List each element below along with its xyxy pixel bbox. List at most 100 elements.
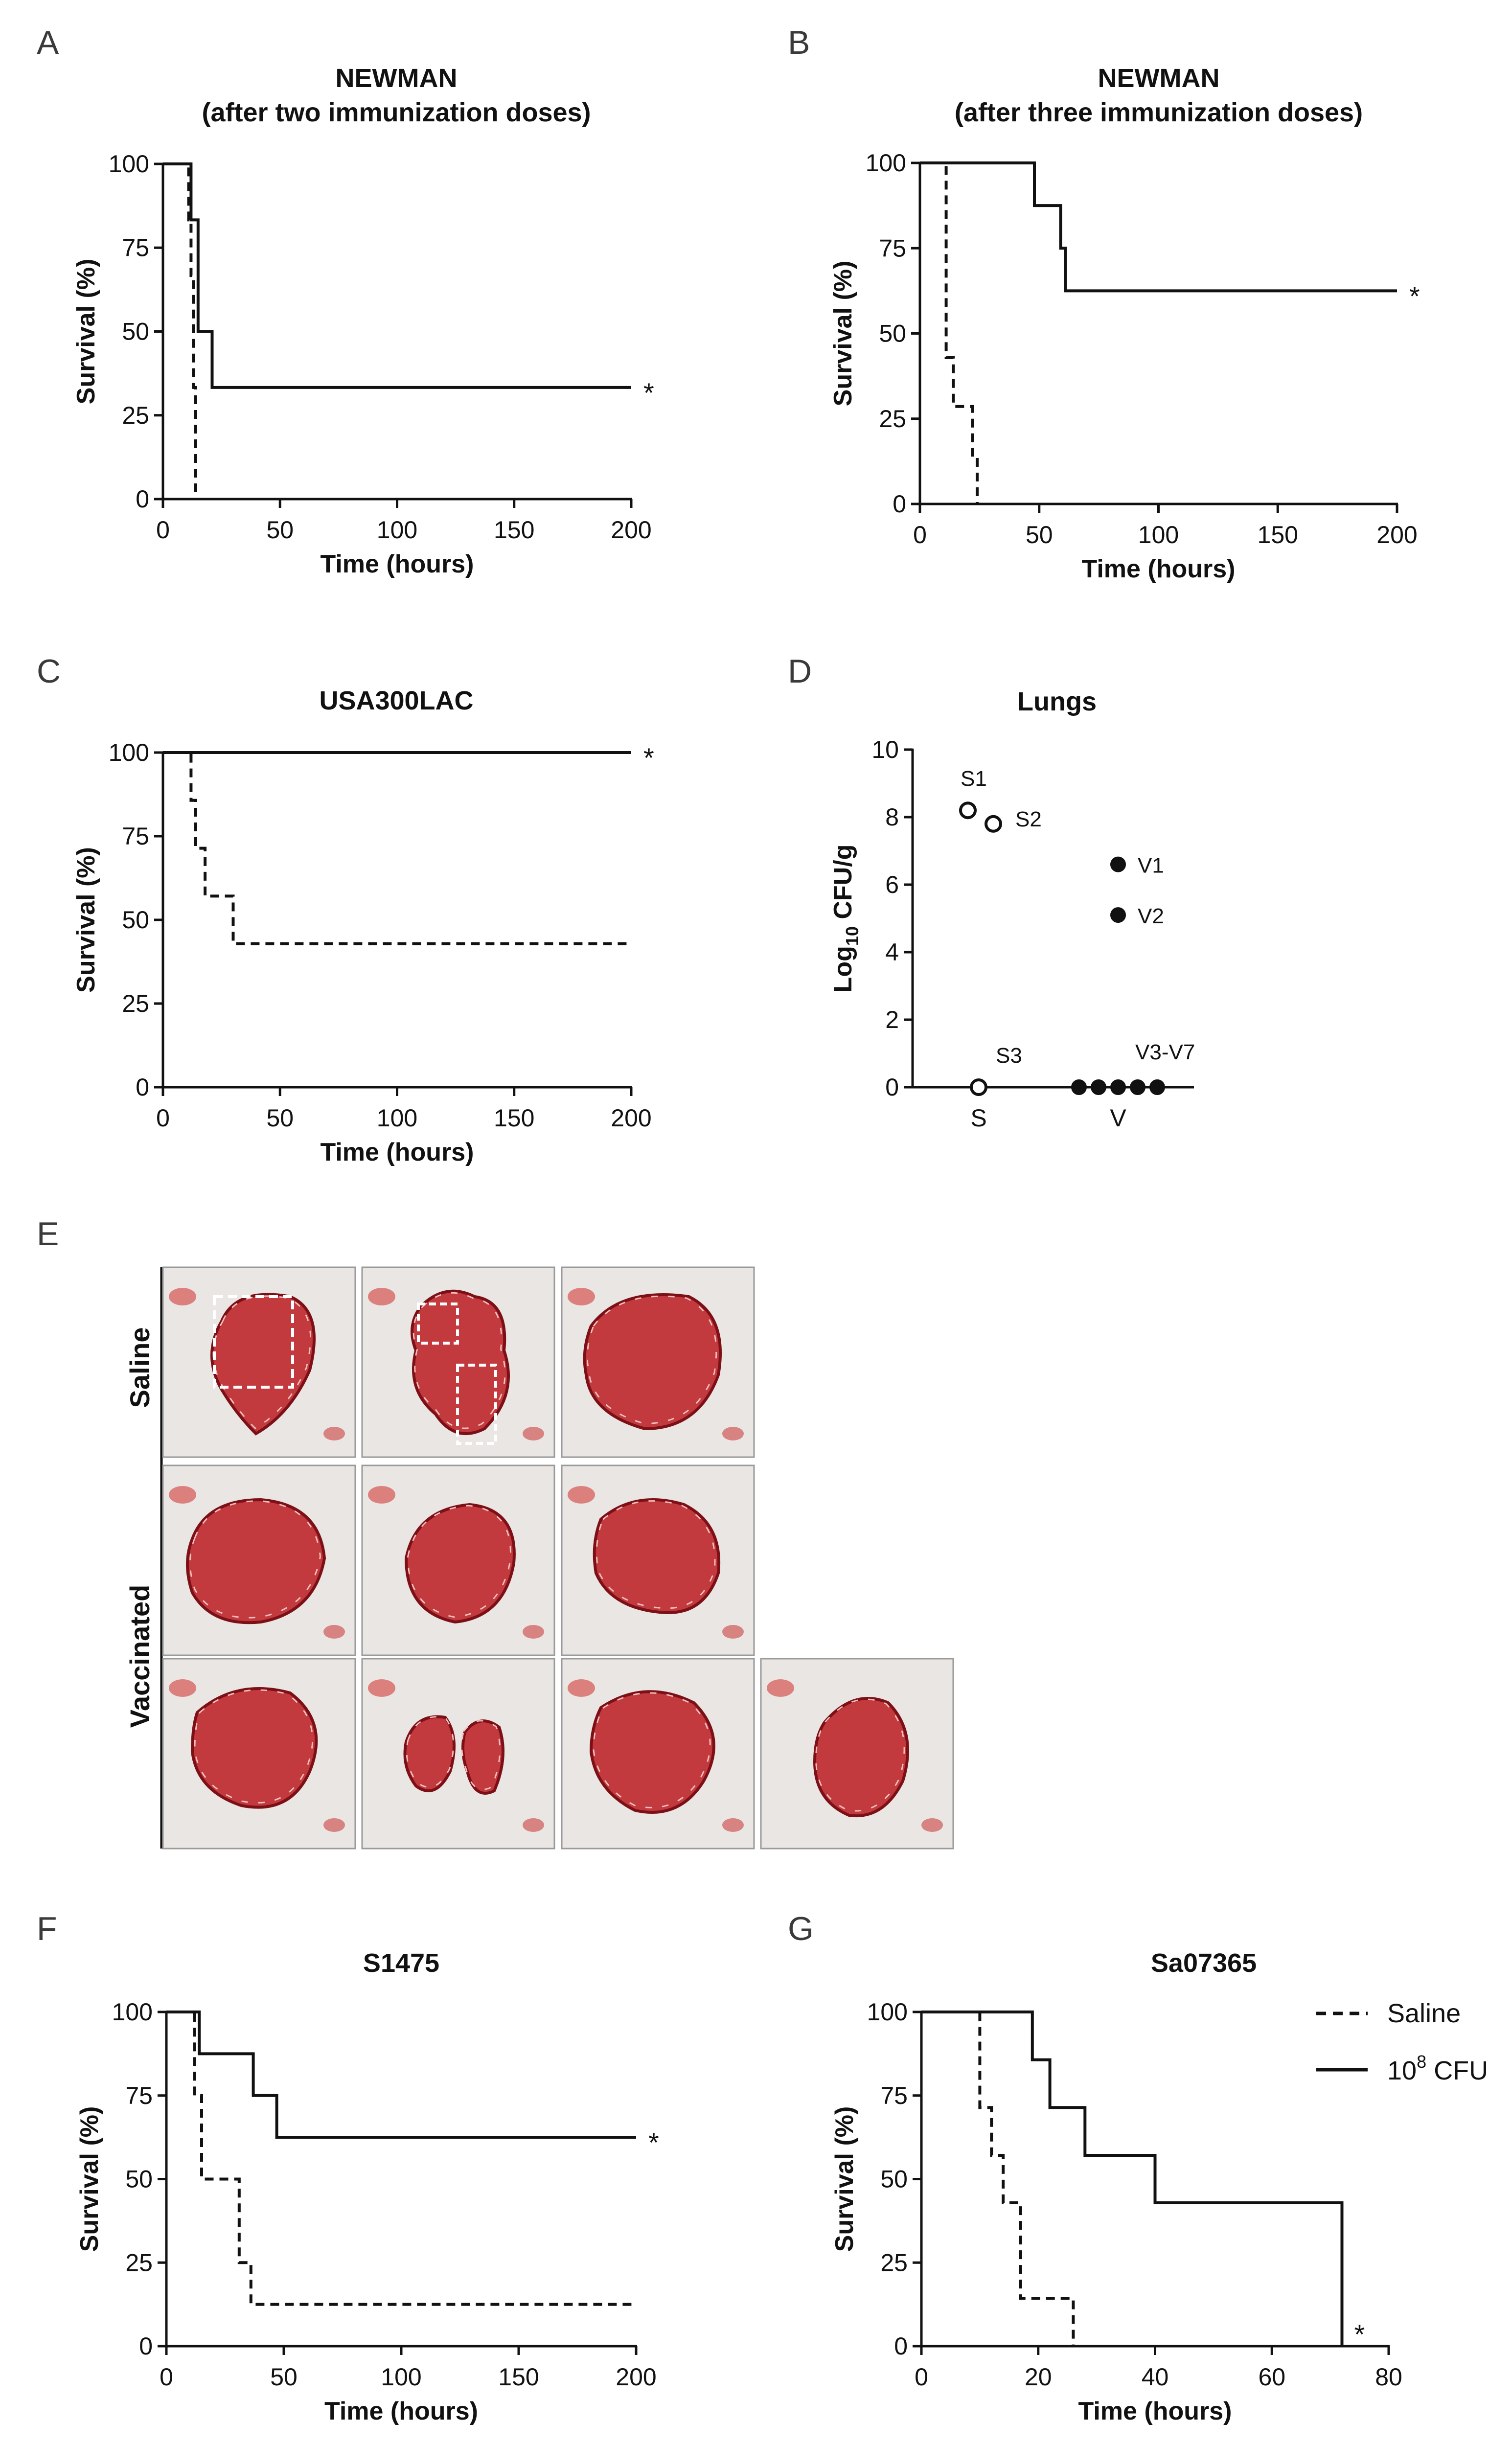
y-tick-label: 25 xyxy=(879,405,906,433)
organ-texture xyxy=(412,1292,506,1429)
chart-title: Lungs xyxy=(1017,687,1097,716)
y-axis-label: Log10 CFU/g xyxy=(829,845,862,993)
y-tick-label: 25 xyxy=(125,2249,153,2276)
photo-panel-e: E Saline Vaccinated xyxy=(37,1215,954,1850)
blood-stain xyxy=(169,1486,196,1504)
organ-texture xyxy=(189,1500,321,1619)
y-tick-label: 50 xyxy=(122,906,149,934)
data-point-s2 xyxy=(985,815,1002,833)
chart-title: Sa07365 xyxy=(1151,1948,1257,1978)
legend-dose-label: 108 CFU xyxy=(1387,2052,1488,2085)
panel-letter-e: E xyxy=(37,1215,59,1253)
photo-tile-4 xyxy=(162,1464,356,1656)
chart-title: NEWMAN xyxy=(1098,64,1220,93)
x-axis-label: Time (hours) xyxy=(324,2397,478,2425)
x-tick-label: 200 xyxy=(1376,521,1417,548)
photo-tile-9 xyxy=(561,1658,755,1850)
data-point-v1 xyxy=(1110,856,1126,872)
x-tick-label: 100 xyxy=(381,2363,421,2391)
data-point-v-zero xyxy=(1071,1079,1087,1095)
data-point-v-zero xyxy=(1149,1079,1165,1095)
x-tick-label: 0 xyxy=(913,521,927,548)
organ-shape xyxy=(403,1715,504,1795)
lesion-box xyxy=(213,1295,294,1389)
x-tick-label: 0 xyxy=(156,1104,170,1132)
point-label: V1 xyxy=(1138,854,1164,878)
x-tick-label: 100 xyxy=(1138,521,1179,548)
x-tick-label: 150 xyxy=(1258,521,1298,548)
y-tick-label: 4 xyxy=(885,938,899,966)
x-tick-label: 150 xyxy=(494,516,534,544)
y-tick-label: 25 xyxy=(880,2249,908,2276)
blood-stain xyxy=(722,1427,744,1440)
survival-curve-solid xyxy=(166,2011,636,2139)
organ-texture xyxy=(815,1698,905,1812)
organ-shape xyxy=(190,1687,318,1809)
survival-curve-dashed xyxy=(163,751,631,945)
photo-tile-10 xyxy=(760,1658,954,1850)
y-tick-label: 0 xyxy=(894,2332,908,2360)
category-label-v: V xyxy=(1110,1104,1126,1132)
chart-panel-a: A NEWMAN (after two immunization doses) 0 25… xyxy=(37,24,654,578)
x-axis-label: Time (hours) xyxy=(1078,2397,1232,2425)
photo-tile-2 xyxy=(361,1266,555,1458)
y-tick-label: 0 xyxy=(885,1074,899,1101)
y-tick-label: 0 xyxy=(136,1074,149,1101)
significance-marker: * xyxy=(643,742,654,773)
y-tick-label: 0 xyxy=(893,490,906,518)
y-tick-label: 8 xyxy=(885,803,899,831)
y-tick-label: 75 xyxy=(880,2082,908,2109)
organ-shape xyxy=(186,1498,326,1624)
y-tick-label: 100 xyxy=(866,149,906,177)
blood-stain xyxy=(523,1818,544,1832)
x-tick-label: 0 xyxy=(156,516,170,544)
y-tick-label: 75 xyxy=(122,823,149,850)
organ-texture xyxy=(593,1692,711,1808)
x-tick-label: 150 xyxy=(498,2363,539,2391)
chart-title: S1475 xyxy=(363,1948,439,1978)
chart-title: (after three immunization doses) xyxy=(955,98,1363,127)
organ-texture xyxy=(194,1689,314,1804)
panel-letter-d: D xyxy=(788,653,812,690)
organ-texture xyxy=(586,1295,717,1424)
lesion-box xyxy=(417,1302,459,1345)
y-tick-label: 10 xyxy=(871,736,899,763)
x-tick-label: 50 xyxy=(266,1104,294,1132)
blood-stain xyxy=(323,1427,345,1440)
survival-curve-dashed xyxy=(920,161,979,504)
y-tick-label: 25 xyxy=(122,990,149,1017)
survival-curve-solid xyxy=(920,161,1397,293)
y-tick-label: 100 xyxy=(112,1998,153,2026)
chart-title: NEWMAN xyxy=(336,64,458,93)
x-axis-label: Time (hours) xyxy=(1082,555,1236,583)
y-tick-label: 6 xyxy=(885,871,899,898)
x-axis-label: Time (hours) xyxy=(321,1138,474,1166)
x-tick-label: 0 xyxy=(915,2363,928,2391)
blood-stain xyxy=(523,1427,544,1440)
blood-stain xyxy=(368,1679,395,1697)
y-tick-label: 75 xyxy=(879,234,906,262)
panel-letter-a: A xyxy=(37,24,59,61)
chart-panel-f: F S1475 0 25 50 75 100 0 50 100 150 200 Time (hours)… xyxy=(37,1910,659,2425)
y-axis-label-unit: CFU/g xyxy=(829,845,857,927)
chart-panel-c: C USA300LAC 0 25 50 75 100 0 50 100 150 200 Time (ho… xyxy=(37,653,654,1166)
blood-stain xyxy=(568,1288,595,1305)
blood-stain xyxy=(921,1818,943,1832)
row-label-saline: Saline xyxy=(124,1327,155,1408)
point-label: V2 xyxy=(1138,904,1164,928)
blood-stain xyxy=(568,1486,595,1504)
x-tick-label: 50 xyxy=(1026,521,1053,548)
photo-tile-1 xyxy=(162,1266,356,1458)
survival-curve-solid xyxy=(163,162,631,389)
photo-tile-3 xyxy=(561,1266,755,1458)
y-tick-label: 50 xyxy=(125,2166,153,2193)
y-axis-label: Survival (%) xyxy=(75,2106,104,2252)
y-tick-label: 50 xyxy=(122,318,149,345)
blood-stain xyxy=(169,1288,196,1305)
x-tick-label: 200 xyxy=(611,1104,651,1132)
y-axis-label: Survival (%) xyxy=(829,261,857,407)
photo-tile-7 xyxy=(162,1658,356,1850)
significance-marker: * xyxy=(643,377,654,408)
